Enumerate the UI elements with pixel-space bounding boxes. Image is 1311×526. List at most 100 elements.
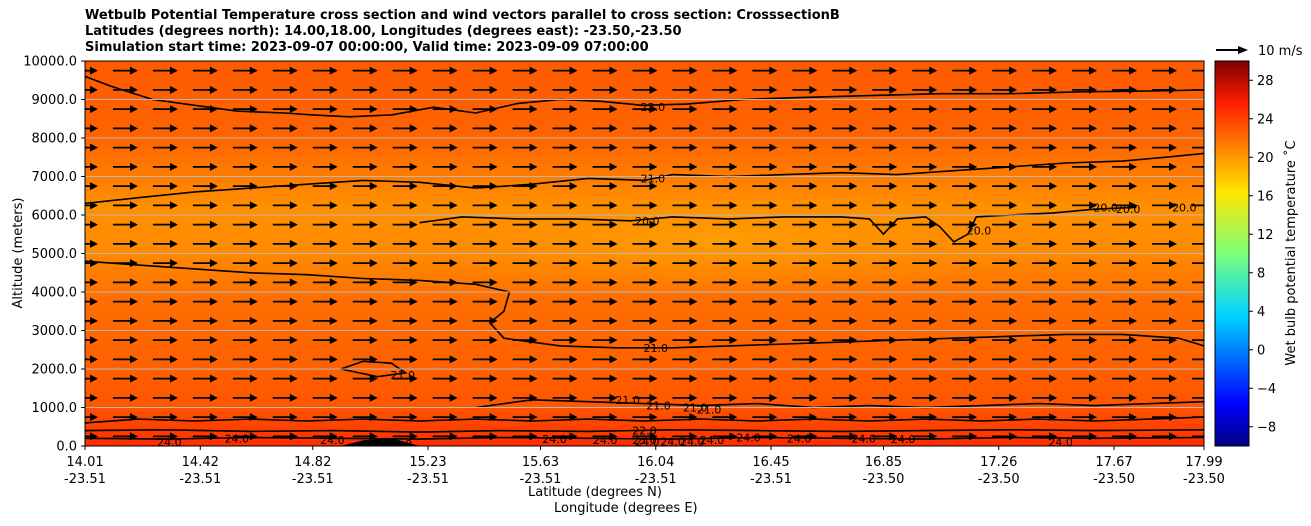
wind-vector-head [209,66,218,75]
wind-vector-head [609,432,618,441]
wind-vector-head [529,355,538,364]
wind-vector-head [809,162,818,171]
wind-vector-head [769,105,778,114]
wind-vector-head [489,355,498,364]
wind-vector-head [289,239,298,248]
wind-vector-head [209,374,218,383]
wind-vector-head [449,259,458,268]
wind-vector-head [649,239,658,248]
wind-vector-head [529,220,538,229]
wind-vector-head [1169,355,1178,364]
wind-vector-head [329,355,338,364]
x-tick-lat-2: 14.82 [294,455,331,470]
wind-vector-head [169,201,178,210]
wind-vector-head [569,374,578,383]
wind-vector-head [1169,85,1178,94]
wind-vector-head [1089,259,1098,268]
wind-vector-head [889,432,898,441]
contour-20-2 [419,206,1137,243]
wind-vector-head [289,201,298,210]
wind-vector-head [489,182,498,191]
wind-vector-head [90,259,98,268]
wind-vector-head [969,124,978,133]
wind-vector-head [969,278,978,287]
wind-vector-head [849,432,858,441]
wind-vector-head [249,220,258,229]
wind-vector-head [969,85,978,94]
wind-vector-head [649,220,658,229]
wind-vector-head [249,85,258,94]
wind-vector-head [249,316,258,325]
wind-vector-head [929,182,938,191]
wind-vector-head [329,143,338,152]
y-tick-label-1: 1000.0 [32,401,78,416]
wind-vector-head [849,201,858,210]
wind-vector-head [809,336,818,345]
wind-vector-head [609,201,618,210]
wind-vector-head [649,124,658,133]
wind-vector-head [1089,374,1098,383]
colorbar-tick-label-2: 20 [1257,151,1274,166]
wind-vector-head [889,336,898,345]
wind-vector-head [449,413,458,422]
wind-vector-head [889,143,898,152]
wind-vector-head [929,220,938,229]
wind-vector-head [329,374,338,383]
wind-vector-head [369,374,378,383]
wind-vector-head [929,66,938,75]
wind-vector-head [889,259,898,268]
wind-vector-head [649,143,658,152]
wind-vector-head [889,162,898,171]
wind-vector-head [1089,278,1098,287]
contour-21-4 [85,416,1204,424]
wind-vector-head [729,239,738,248]
wind-vector-head [809,66,818,75]
wind-vector-head [1089,105,1098,114]
wind-vector-head [1089,220,1098,229]
wind-vector-head [569,393,578,402]
colorbar-tick-label-7: 0 [1257,343,1265,358]
wind-vector-head [289,336,298,345]
wind-vector-head [929,278,938,287]
wind-vector-head [649,66,658,75]
colorbar-tick-label-0: 28 [1257,74,1274,89]
contour-labels: 22.021.020.020.020.020.0 20.021.021.021.0… [157,101,1196,449]
wind-vector-head [729,85,738,94]
wind-vector-head [209,105,218,114]
wind-vector-head [129,413,138,422]
wind-vector-head [769,316,778,325]
contour-label-15: 24.0 [157,436,182,449]
wind-vector-head [1049,201,1058,210]
wind-vector-head [649,182,658,191]
wind-vector-head [689,162,698,171]
wind-vector-head [809,201,818,210]
wind-vector-head [889,297,898,306]
y-tick-label-7: 7000.0 [32,170,78,185]
wind-vector-head [209,297,218,306]
wind-vector-head [289,374,298,383]
wind-vector-head [569,124,578,133]
wind-vector-head [769,124,778,133]
wind-vector-head [769,278,778,287]
wind-vector-head [1049,355,1058,364]
wind-vector-head [689,220,698,229]
wind-vector-head [849,182,858,191]
wind-vector-head [369,182,378,191]
wind-vector-head [249,66,258,75]
wind-vector-head [289,278,298,287]
wind-vector-head [1129,278,1138,287]
wind-vector-head [769,259,778,268]
wind-vector-head [129,374,138,383]
x-tick-lon-6: -23.51 [750,472,792,487]
wind-vector-head [849,220,858,229]
wind-vector-head [529,413,538,422]
wind-vector-head [529,143,538,152]
wind-vector-head [289,432,298,441]
wind-vector-head [889,220,898,229]
wind-vector-head [1009,66,1018,75]
wind-vector-head [929,355,938,364]
wind-vector-head [329,66,338,75]
wind-vector-head [489,432,498,441]
wind-vector-head [969,355,978,364]
